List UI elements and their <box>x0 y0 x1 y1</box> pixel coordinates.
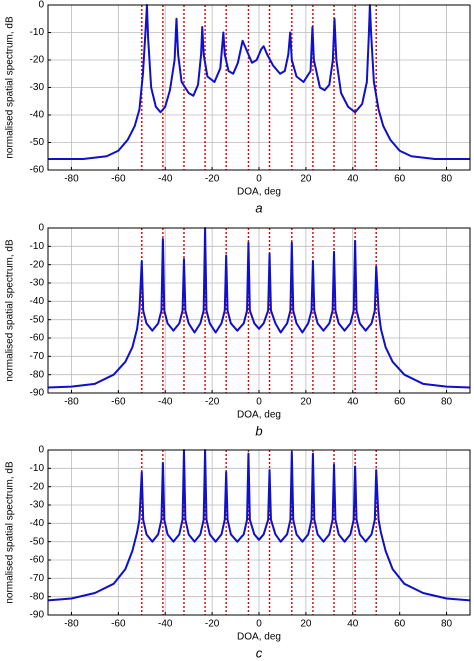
x-tick-label: 0 <box>256 174 262 185</box>
y-tick-label: -90 <box>30 610 45 621</box>
y-tick-label: -30 <box>30 82 45 93</box>
x-tick-label: -20 <box>205 619 220 630</box>
y-tick-label: -40 <box>30 296 45 307</box>
y-tick-label: 0 <box>38 223 44 234</box>
x-tick-label: 0 <box>256 397 262 408</box>
y-tick-label: -90 <box>30 388 45 399</box>
y-tick-label: -10 <box>30 241 45 252</box>
x-tick-label: -60 <box>111 397 126 408</box>
y-tick-label: -70 <box>30 573 45 584</box>
x-tick-label: 20 <box>300 174 312 185</box>
x-tick-label: -40 <box>158 397 173 408</box>
plot-frame <box>47 227 471 394</box>
panel: -80 -60 -40 -20 0 20 40 60 80 -90 -80 -70 -60 -50 -40 -… <box>5 445 471 660</box>
y-axis-label: normalised spatial spectrum, dB <box>5 461 16 604</box>
y-tick-label: -30 <box>30 278 45 289</box>
x-tick-label: 20 <box>300 619 312 630</box>
y-tick-label: -50 <box>30 137 45 148</box>
y-tick-label: -60 <box>30 165 45 176</box>
panel-caption: b <box>255 423 262 438</box>
plot-frame <box>47 4 471 171</box>
panel: -80 -60 -40 -20 0 20 40 60 80 -60 -50 -40 -30 -20 -10 0… <box>5 0 471 215</box>
y-tick-label: -60 <box>30 555 45 566</box>
x-tick-label: 80 <box>441 174 453 185</box>
x-tick-label: -80 <box>64 174 79 185</box>
x-tick-label: -60 <box>111 174 126 185</box>
x-tick-label: 60 <box>394 397 406 408</box>
spectrum-line <box>47 449 471 602</box>
y-tick-label: -50 <box>30 536 45 547</box>
y-tick-label: -20 <box>30 259 45 270</box>
x-tick-label: 60 <box>394 174 406 185</box>
x-tick-label: 40 <box>347 174 359 185</box>
y-tick-label: -40 <box>30 110 45 121</box>
x-tick-label: 40 <box>347 397 359 408</box>
y-axis-label: normalised spatial spectrum, dB <box>5 16 16 159</box>
y-tick-label: 0 <box>38 0 44 11</box>
spectrum-line <box>47 227 471 389</box>
y-tick-label: -10 <box>30 27 45 38</box>
x-tick-label: -20 <box>205 397 220 408</box>
panel-caption: c <box>256 645 263 660</box>
y-tick-label: -30 <box>30 500 45 511</box>
x-tick-label: 80 <box>441 619 453 630</box>
y-tick-label: -60 <box>30 333 45 344</box>
x-tick-label: -60 <box>111 619 126 630</box>
y-tick-label: 0 <box>38 445 44 456</box>
y-tick-label: -40 <box>30 518 45 529</box>
x-tick-label: -20 <box>205 174 220 185</box>
x-tick-label: -80 <box>64 619 79 630</box>
x-axis-label: DOA, deg <box>237 410 281 421</box>
x-tick-label: 20 <box>300 397 312 408</box>
y-tick-label: -20 <box>30 55 45 66</box>
y-tick-label: -10 <box>30 463 45 474</box>
x-tick-label: -40 <box>158 174 173 185</box>
x-tick-label: 80 <box>441 397 453 408</box>
y-tick-label: -80 <box>30 591 45 602</box>
plot-frame <box>47 449 471 616</box>
y-tick-label: -80 <box>30 369 45 380</box>
x-axis-label: DOA, deg <box>237 187 281 198</box>
x-tick-label: 0 <box>256 619 262 630</box>
y-tick-label: -50 <box>30 314 45 325</box>
x-tick-label: -40 <box>158 619 173 630</box>
panel: -80 -60 -40 -20 0 20 40 60 80 -90 -80 -70 -60 -50 -40 -… <box>5 223 471 438</box>
spectrum-line <box>48 4 470 160</box>
x-tick-label: 40 <box>347 619 359 630</box>
panel-caption: a <box>255 200 262 215</box>
y-tick-label: -70 <box>30 351 45 362</box>
x-tick-label: 60 <box>394 619 406 630</box>
y-axis-label: normalised spatial spectrum, dB <box>5 239 16 382</box>
x-tick-label: -80 <box>64 397 79 408</box>
x-axis-label: DOA, deg <box>237 632 281 643</box>
y-tick-label: -20 <box>30 481 45 492</box>
